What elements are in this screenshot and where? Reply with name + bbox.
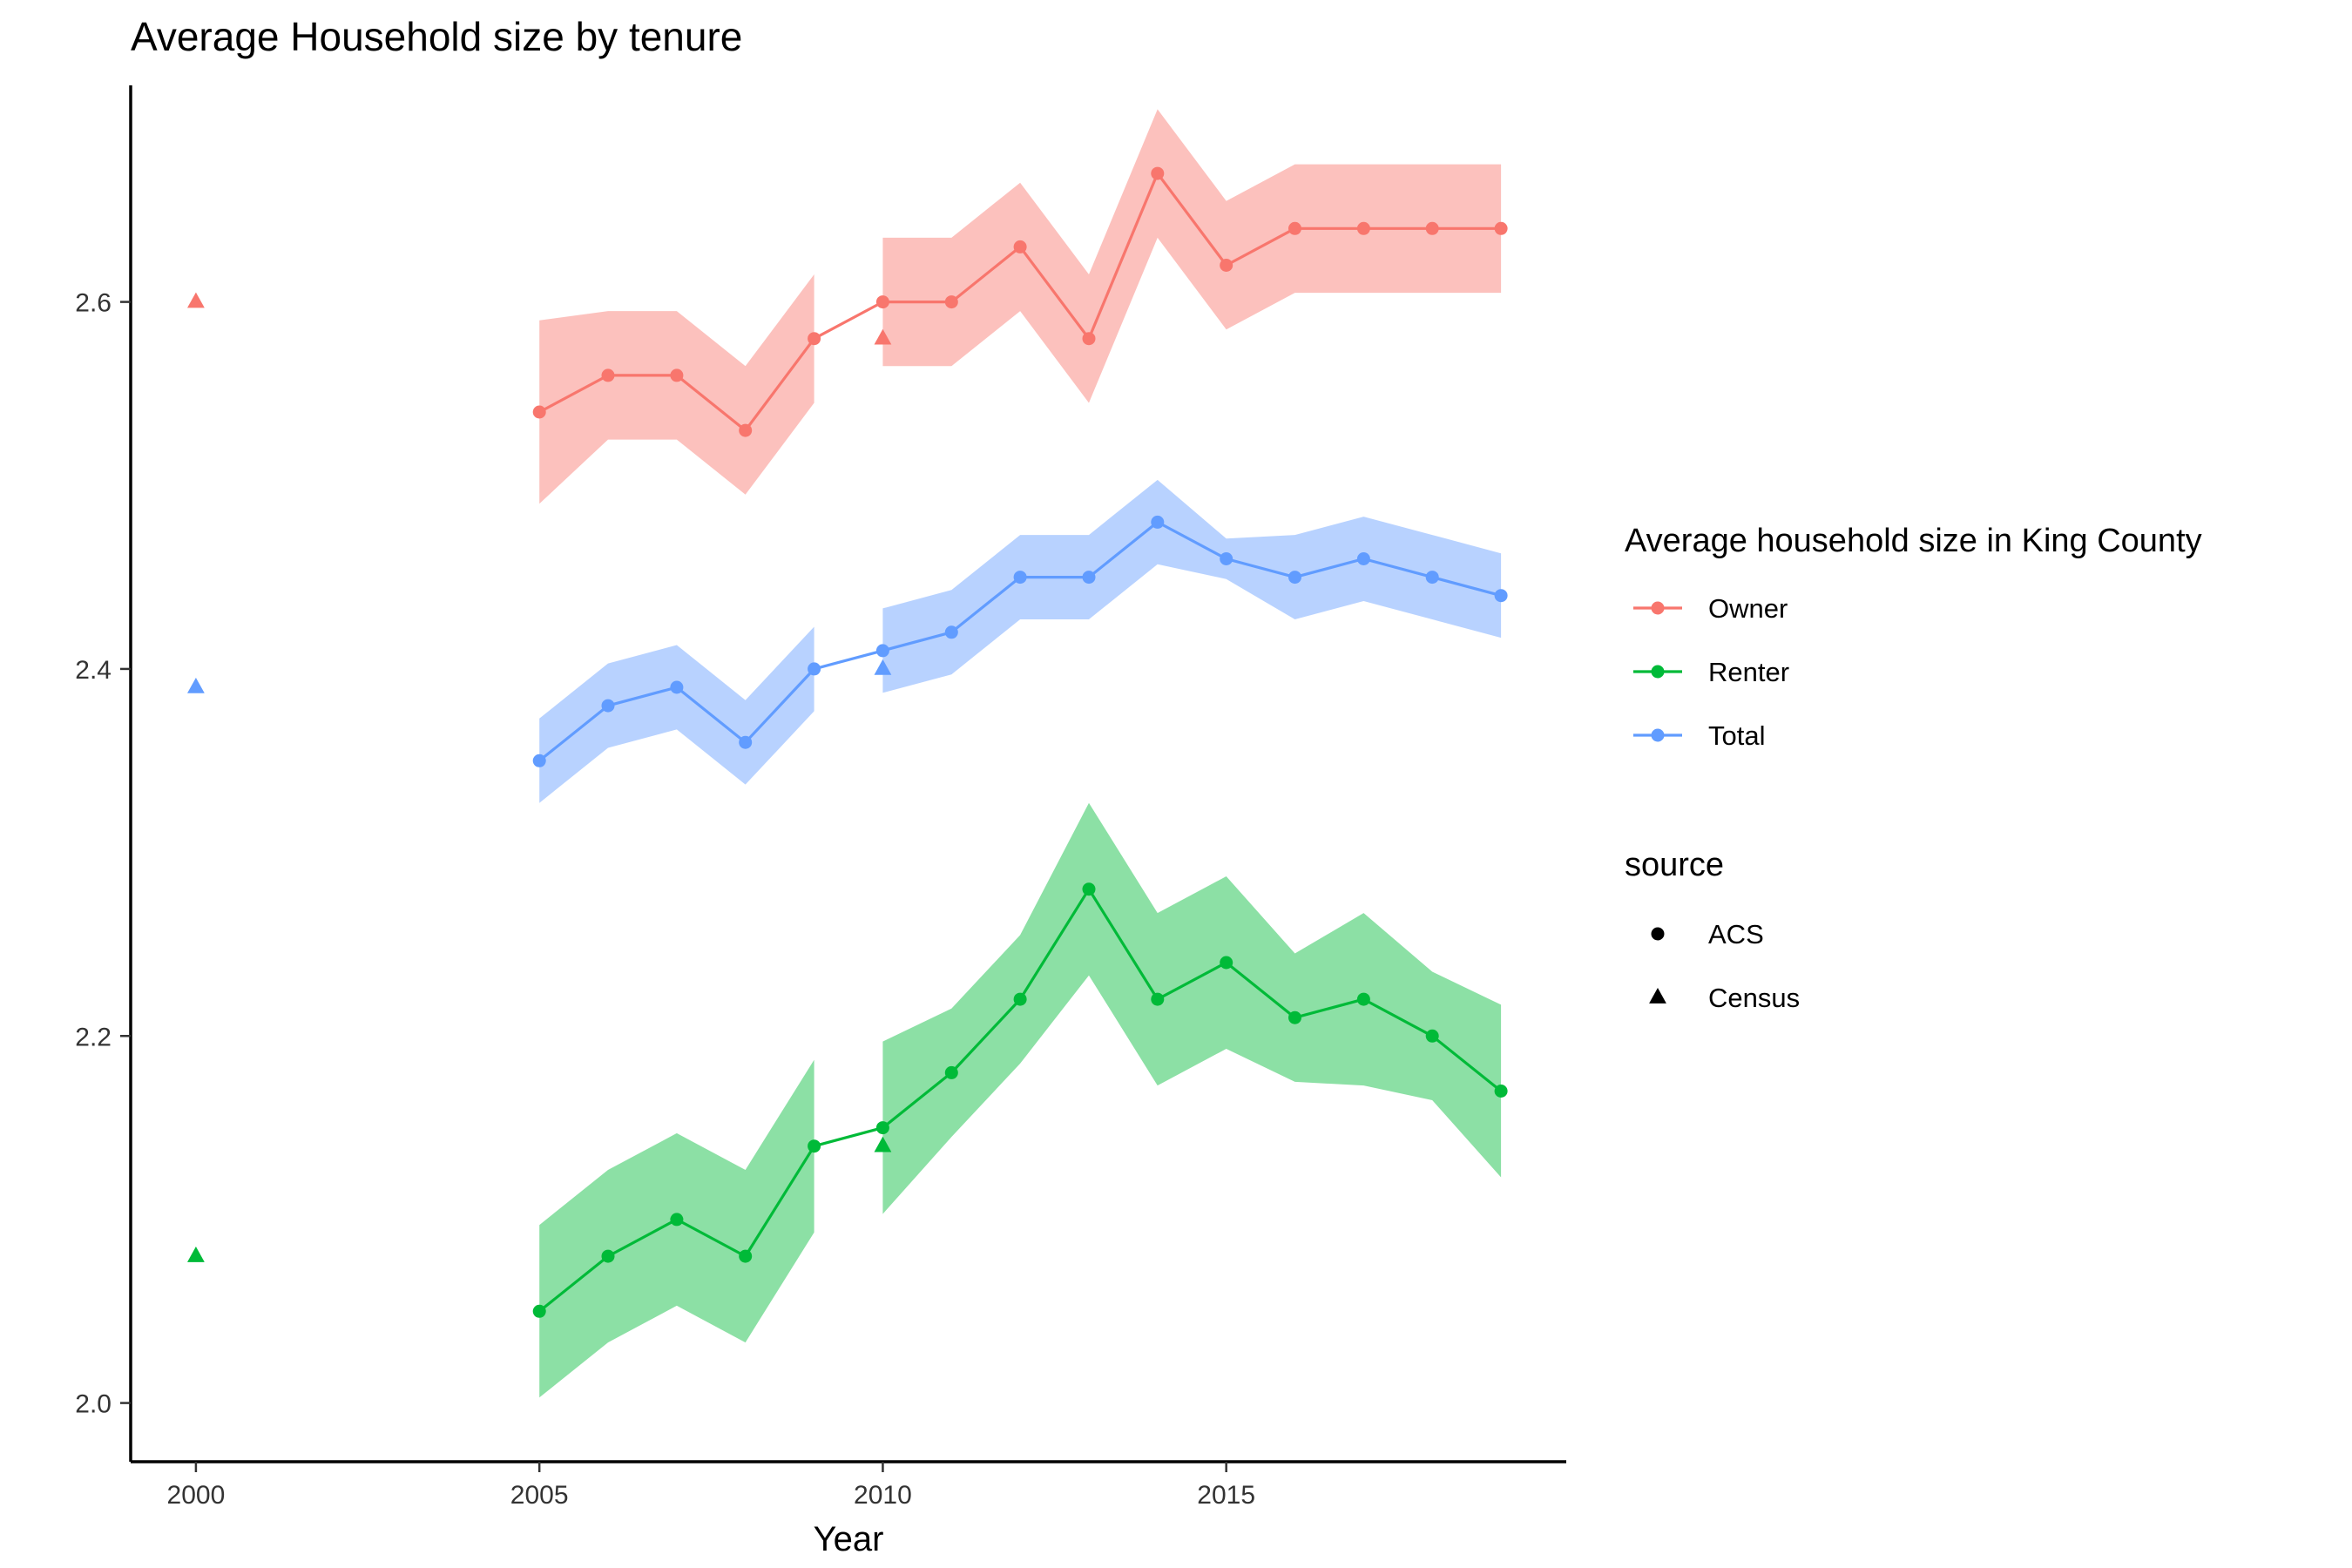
ribbon-total-1 (539, 626, 814, 803)
point-total-census (187, 677, 205, 693)
legend-label-acs: ACS (1708, 919, 1764, 950)
point-owner-acs (1082, 332, 1096, 346)
legend-title-source: source (1625, 847, 1724, 883)
x-axis-title: Year (814, 1520, 884, 1558)
point-owner-acs (1151, 166, 1165, 180)
point-renter-acs (1082, 882, 1096, 896)
point-total-acs (532, 754, 546, 767)
point-renter-acs (808, 1139, 821, 1153)
legend: Average household size in King County Own… (1625, 523, 2202, 1013)
point-total-acs (1151, 515, 1165, 529)
point-owner-census (187, 292, 205, 308)
point-total-acs (601, 699, 615, 713)
x-tick-label: 2015 (1197, 1481, 1255, 1510)
point-total-census (874, 659, 892, 675)
legend-key-point (1651, 728, 1665, 742)
point-renter-census (187, 1247, 205, 1262)
point-owner-acs (1288, 221, 1301, 235)
legend-key-circle (1651, 927, 1665, 941)
plot-area (187, 109, 1508, 1398)
point-total-acs (670, 680, 684, 694)
point-renter-acs (739, 1249, 753, 1263)
legend-key-point (1651, 665, 1665, 679)
y-tick-label: 2.0 (75, 1390, 112, 1419)
point-owner-acs (532, 405, 546, 419)
x-tick-label: 2000 (167, 1481, 226, 1510)
point-owner-acs (1425, 221, 1439, 235)
legend-title-tenure: Average household size in King County (1625, 523, 2202, 559)
point-owner-acs (944, 295, 958, 309)
point-renter-acs (1151, 992, 1165, 1006)
point-renter-acs (601, 1249, 615, 1263)
ribbon-total-2 (882, 479, 1502, 693)
point-total-acs (1013, 571, 1027, 585)
point-renter-acs (1220, 956, 1233, 970)
y-tick-label: 2.2 (75, 1023, 112, 1051)
point-total-acs (1082, 571, 1096, 585)
legend-key-triangle (1649, 988, 1666, 1004)
y-tick-label: 2.4 (75, 656, 112, 685)
y-axis-ticks: 2.0 2.2 2.4 2.6 (75, 289, 131, 1419)
point-renter-acs (1356, 992, 1370, 1006)
data-points (187, 166, 1508, 1318)
point-total-acs (1288, 571, 1301, 585)
chart-title: Average Household size by tenure (131, 14, 742, 59)
ribbons (539, 109, 1502, 1398)
point-total-acs (1425, 571, 1439, 585)
point-total-acs (944, 625, 958, 639)
x-axis-ticks: 2000 2005 2010 2015 (167, 1462, 1255, 1510)
point-renter-acs (944, 1065, 958, 1079)
legend-label-owner: Owner (1708, 593, 1788, 624)
legend-key-point (1651, 601, 1665, 615)
ribbon-owner-2 (882, 109, 1502, 403)
point-owner-acs (875, 295, 889, 309)
legend-label-renter: Renter (1708, 657, 1789, 687)
point-renter-acs (1425, 1029, 1439, 1043)
point-owner-acs (1013, 240, 1027, 253)
point-total-acs (1356, 552, 1370, 565)
point-owner-acs (808, 332, 821, 346)
legend-label-census: Census (1708, 983, 1800, 1013)
x-tick-label: 2005 (510, 1481, 569, 1510)
point-owner-acs (1220, 259, 1233, 272)
point-total-acs (739, 735, 753, 749)
point-owner-acs (670, 368, 684, 382)
point-renter-acs (670, 1213, 684, 1227)
x-tick-label: 2010 (854, 1481, 912, 1510)
ribbon-owner-1 (539, 274, 814, 504)
point-owner-acs (1494, 221, 1508, 235)
point-total-acs (875, 644, 889, 658)
point-total-acs (1494, 589, 1508, 603)
point-owner-acs (739, 423, 753, 437)
ribbon-renter-1 (539, 1059, 814, 1398)
point-renter-census (874, 1136, 892, 1152)
point-renter-acs (875, 1121, 889, 1135)
y-tick-label: 2.6 (75, 289, 112, 318)
point-renter-acs (1013, 992, 1027, 1006)
point-owner-census (874, 328, 892, 345)
legend-label-total: Total (1708, 720, 1765, 751)
point-renter-acs (532, 1304, 546, 1318)
point-renter-acs (1494, 1085, 1508, 1098)
point-owner-acs (1356, 221, 1370, 235)
point-renter-acs (1288, 1010, 1301, 1024)
ribbon-renter-2 (882, 802, 1502, 1214)
point-owner-acs (601, 368, 615, 382)
point-total-acs (1220, 552, 1233, 565)
point-total-acs (808, 662, 821, 676)
